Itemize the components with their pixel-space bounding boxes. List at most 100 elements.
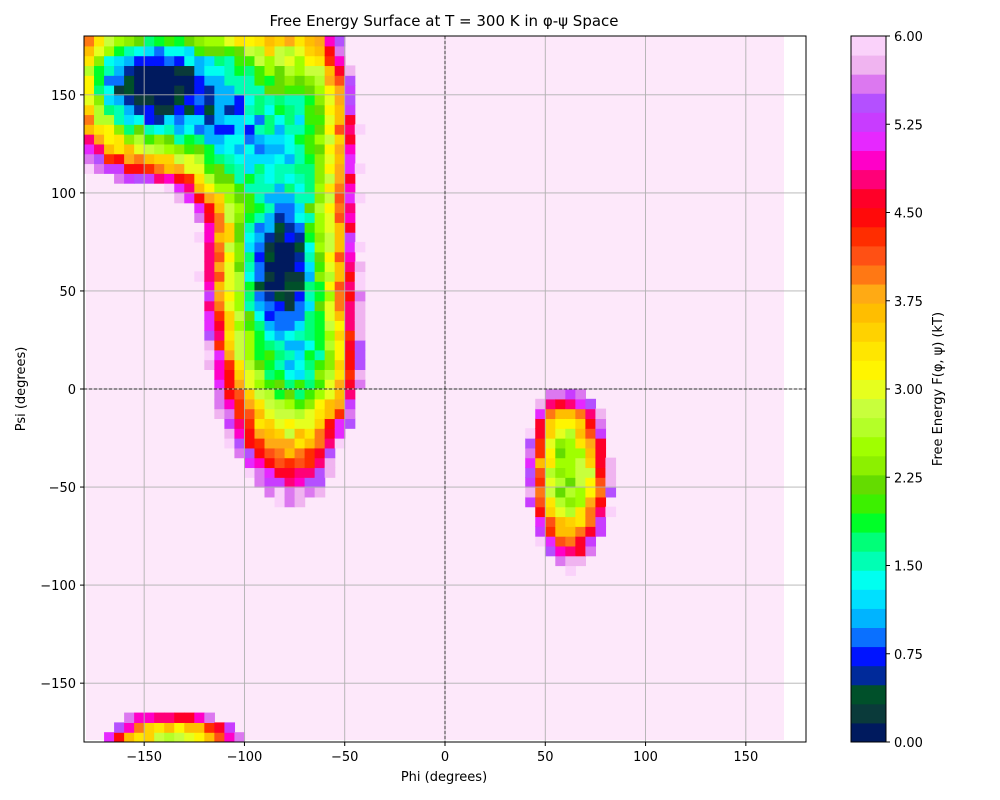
heatmap-cell bbox=[354, 379, 366, 390]
heatmap-cell bbox=[254, 143, 266, 155]
heatmap-cell bbox=[314, 320, 326, 331]
heatmap-cell bbox=[94, 85, 105, 96]
heatmap-cell bbox=[324, 339, 336, 351]
heatmap-cell bbox=[535, 496, 546, 508]
heatmap-cell bbox=[234, 222, 246, 233]
heatmap-cell bbox=[124, 94, 135, 106]
heatmap-cell bbox=[134, 173, 145, 184]
heatmap-cell bbox=[264, 173, 276, 184]
heatmap-cell bbox=[194, 124, 205, 135]
heatmap-cell bbox=[585, 408, 597, 420]
heatmap-cell bbox=[234, 320, 246, 331]
heatmap-cell bbox=[114, 75, 125, 86]
heatmap-cell bbox=[555, 389, 566, 400]
heatmap-cell bbox=[304, 65, 316, 76]
colorbar-band bbox=[851, 188, 886, 209]
heatmap-cell bbox=[234, 45, 246, 57]
heatmap-cell bbox=[124, 36, 135, 47]
heatmap-cell bbox=[314, 94, 326, 106]
heatmap-cell bbox=[214, 222, 225, 233]
heatmap-cell bbox=[204, 85, 215, 96]
heatmap-cell bbox=[575, 536, 586, 547]
heatmap-cell bbox=[244, 408, 256, 420]
heatmap-cell bbox=[134, 124, 145, 135]
heatmap-cell bbox=[324, 163, 336, 174]
heatmap-cell bbox=[344, 212, 356, 223]
heatmap-cell bbox=[334, 330, 346, 341]
heatmap-cell bbox=[294, 271, 306, 282]
heatmap-cell bbox=[284, 428, 296, 439]
heatmap-cell bbox=[204, 183, 215, 194]
heatmap-cell bbox=[164, 143, 175, 155]
y-axis: −150 −100 −50 0 50 100 150 bbox=[40, 89, 84, 692]
heatmap-cell bbox=[294, 143, 306, 155]
heatmap-cell bbox=[304, 281, 316, 292]
heatmap-cell bbox=[545, 526, 556, 537]
colorbar-band bbox=[851, 646, 886, 667]
heatmap-cell bbox=[104, 143, 115, 155]
heatmap-cell bbox=[294, 408, 306, 420]
heatmap-cell bbox=[224, 65, 236, 76]
heatmap-cell bbox=[274, 232, 286, 243]
heatmap-cell bbox=[334, 163, 346, 174]
heatmap-cell bbox=[565, 506, 576, 518]
heatmap-cell bbox=[264, 300, 276, 312]
heatmap-cell bbox=[294, 222, 306, 233]
heatmap-cell bbox=[324, 349, 336, 361]
heatmap-cell bbox=[244, 134, 256, 145]
colorbar-band bbox=[851, 112, 886, 132]
heatmap-cell bbox=[94, 114, 105, 125]
heatmap-cell bbox=[274, 163, 286, 174]
heatmap-cell bbox=[204, 75, 215, 86]
heatmap-cell bbox=[134, 65, 145, 76]
heatmap-cell bbox=[324, 232, 336, 243]
heatmap-cell bbox=[545, 516, 556, 527]
heatmap-cell bbox=[224, 408, 236, 420]
heatmap-cell bbox=[284, 389, 296, 400]
heatmap-cell bbox=[184, 163, 195, 174]
heatmap-cell bbox=[244, 330, 256, 341]
heatmap-cell bbox=[214, 722, 225, 733]
heatmap-cell bbox=[234, 310, 246, 321]
heatmap-cell bbox=[244, 45, 256, 57]
heatmap-cell bbox=[234, 408, 246, 420]
heatmap-cell bbox=[234, 143, 246, 155]
heatmap-cell bbox=[254, 281, 266, 292]
colorbar-band bbox=[851, 226, 886, 247]
heatmap-cell bbox=[354, 271, 366, 282]
heatmap-cell bbox=[234, 339, 246, 351]
heatmap-cell bbox=[284, 271, 296, 282]
heatmap-cell bbox=[214, 232, 225, 243]
heatmap-cell bbox=[214, 369, 225, 380]
heatmap-cell bbox=[555, 545, 566, 557]
heatmap-cell bbox=[294, 418, 306, 429]
heatmap-cell bbox=[244, 290, 256, 302]
heatmap-cell bbox=[605, 487, 617, 498]
heatmap-cell bbox=[144, 124, 155, 135]
heatmap-cell bbox=[274, 143, 286, 155]
heatmap-cell bbox=[254, 183, 266, 194]
heatmap-cell bbox=[324, 379, 336, 390]
heatmap-cell bbox=[274, 330, 286, 341]
heatmap-cell bbox=[585, 418, 597, 429]
heatmap-cell bbox=[314, 339, 326, 351]
heatmap-cell bbox=[304, 153, 316, 165]
heatmap-cell bbox=[94, 36, 105, 47]
heatmap-cell bbox=[244, 94, 256, 106]
heatmap-cell bbox=[224, 418, 236, 429]
heatmap-cell bbox=[254, 75, 266, 86]
heatmap-cell bbox=[194, 271, 205, 282]
heatmap-cell bbox=[244, 310, 256, 321]
heatmap-cell bbox=[334, 104, 346, 116]
heatmap-cell bbox=[264, 36, 276, 47]
heatmap-cell bbox=[184, 45, 195, 57]
heatmap-cell bbox=[84, 75, 95, 86]
heatmap-cell bbox=[334, 359, 346, 370]
heatmap-cell bbox=[344, 183, 356, 194]
heatmap-cell bbox=[354, 359, 366, 370]
heatmap-cell bbox=[274, 418, 286, 429]
heatmap-cell bbox=[184, 114, 195, 125]
heatmap-cell bbox=[294, 202, 306, 214]
heatmap-cell bbox=[254, 310, 266, 321]
